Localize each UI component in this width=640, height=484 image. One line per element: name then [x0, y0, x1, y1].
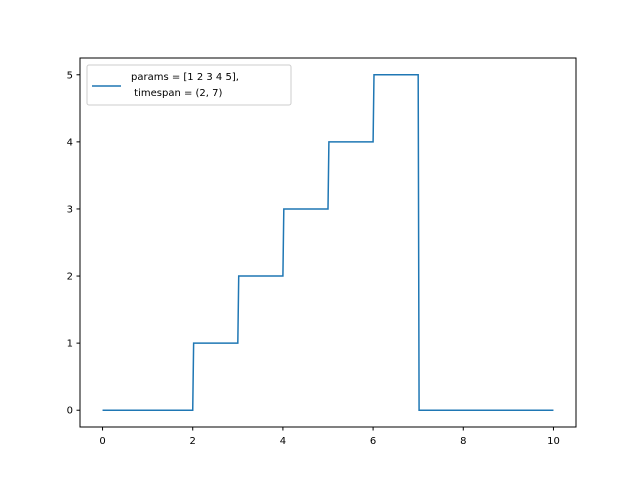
x-tick-label: 6 [370, 436, 376, 447]
x-tick-label: 10 [547, 436, 560, 447]
x-axis: 0 2 4 6 8 10 [99, 427, 560, 447]
y-tick-label: 3 [67, 204, 73, 215]
plot-area [102, 74, 554, 411]
x-tick-label: 4 [280, 436, 286, 447]
legend-label-line1: params = [1 2 3 4 5], [131, 72, 239, 83]
x-tick-label: 8 [460, 436, 466, 447]
y-tick-label: 1 [67, 339, 73, 350]
axes-frame [79, 57, 577, 428]
legend-label-line2: timespan = (2, 7) [131, 88, 223, 99]
legend-box [86, 64, 292, 106]
y-tick-label: 2 [67, 272, 73, 283]
y-axis: 0 1 2 3 4 5 [67, 70, 80, 417]
x-tick-label: 0 [99, 436, 105, 447]
series-line [102, 74, 554, 411]
legend: params = [1 2 3 4 5], timespan = (2, 7) [86, 64, 292, 106]
y-tick-label: 0 [67, 406, 73, 417]
y-tick-label: 4 [67, 137, 73, 148]
y-tick-label: 5 [67, 70, 73, 81]
x-tick-label: 2 [190, 436, 196, 447]
